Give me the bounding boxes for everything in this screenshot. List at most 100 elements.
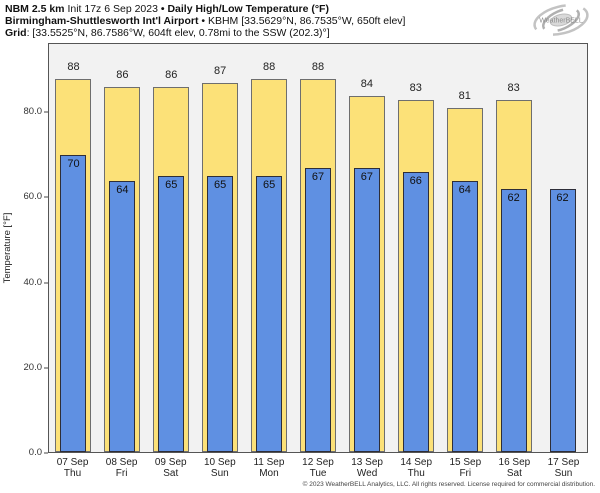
bar-group: 88 70	[49, 44, 98, 452]
x-tick-day: Fri	[459, 468, 472, 479]
x-tick-label: 13 Sep Wed	[343, 457, 392, 479]
y-tick-label: 60.0	[23, 191, 43, 203]
low-bar: 64	[451, 180, 478, 452]
high-value-label: 88	[311, 60, 325, 73]
low-value-label: 62	[556, 192, 569, 205]
low-bar: 65	[207, 176, 234, 452]
x-tick-date: 13 Sep	[351, 457, 383, 468]
y-axis-tick-marks	[44, 43, 48, 454]
x-tick-day: Mon	[259, 468, 279, 479]
grid-details: : [33.5525°N, 86.7586°W, 604ft elev, 0.7…	[26, 27, 330, 39]
bar-group: 87 65	[196, 44, 245, 452]
header-line-3: Grid: [33.5525°N, 86.7586°W, 604ft elev,…	[5, 27, 405, 39]
bar-group: 81 64	[440, 44, 489, 452]
x-tick-day: Sun	[554, 468, 573, 479]
low-value-label: 65	[165, 179, 178, 192]
bar-group: 88 67	[294, 44, 343, 452]
station-name: Birmingham-Shuttlesworth Int'l Airport	[5, 15, 199, 27]
y-tick-mark	[44, 452, 48, 454]
high-value-label: 87	[214, 65, 227, 78]
x-tick-date: 15 Sep	[449, 457, 482, 468]
station-details: • KBHM [33.5629°N, 86.7535°W, 650ft elev…	[198, 15, 406, 27]
hurricane-swirl-icon	[533, 4, 589, 36]
x-tick-label: 11 Sep Mon	[244, 457, 293, 479]
y-tick-label: 40.0	[23, 276, 43, 288]
x-tick-day: Sat	[506, 468, 522, 479]
x-tick-label: 15 Sep Fri	[441, 457, 490, 479]
logo-text: WeatherBELL	[539, 18, 583, 25]
y-tick-mark	[44, 111, 48, 113]
low-bar: 64	[109, 180, 136, 452]
bar-group: 88 65	[245, 44, 294, 452]
y-axis-tick-labels: 0.0 20.0 40.0 60.0 80.0	[0, 43, 43, 458]
low-bar: 65	[256, 176, 283, 452]
low-bar: 66	[402, 172, 429, 452]
copyright-notice: © 2023 WeatherBELL Analytics, LLC. All r…	[302, 481, 595, 488]
low-value-label: 65	[214, 179, 227, 192]
model-name: NBM 2.5 km	[5, 3, 65, 15]
low-value-label: 67	[360, 170, 374, 183]
low-value-label: 67	[311, 170, 325, 183]
low-value-label: 66	[409, 175, 422, 188]
bars-row: 88 70 86 64 86 65 87 65 88 65 88 67 84 67 83 66 81 64 83 62…	[49, 44, 587, 452]
x-tick-date: 08 Sep	[105, 457, 138, 468]
y-tick-mark	[44, 196, 48, 198]
x-tick-date: 09 Sep	[154, 457, 187, 468]
high-value-label: 88	[262, 60, 276, 73]
x-tick-label: 14 Sep Thu	[392, 457, 441, 479]
x-tick-label: 16 Sep Sat	[490, 457, 539, 479]
bar-group: 83 62	[489, 44, 538, 452]
low-bar: 65	[158, 176, 185, 452]
low-value-label: 70	[67, 158, 80, 171]
low-bar: 62	[500, 189, 527, 452]
x-tick-date: 16 Sep	[498, 457, 531, 468]
x-tick-day: Wed	[356, 468, 378, 479]
x-tick-label: 07 Sep Thu	[48, 457, 97, 479]
x-tick-day: Thu	[407, 468, 425, 479]
x-tick-day: Sun	[210, 468, 229, 479]
plot-area: 88 70 86 64 86 65 87 65 88 65 88 67 84 67 83 66 81 64 83 62…	[48, 43, 588, 453]
chart-title: Daily High/Low Temperature (°F)	[167, 3, 329, 15]
x-tick-date: 12 Sep	[302, 457, 334, 468]
y-tick-label: 80.0	[23, 106, 43, 118]
bar-group: 86 64	[98, 44, 147, 452]
low-value-label: 65	[262, 179, 276, 192]
bar-group: 62	[538, 44, 587, 452]
high-value-label: 86	[116, 69, 129, 82]
grid-label: Grid	[5, 27, 27, 39]
high-value-label: 83	[507, 81, 520, 94]
high-value-label: 88	[67, 60, 80, 73]
x-tick-day: Tue	[309, 468, 327, 479]
y-tick-mark	[44, 282, 48, 284]
header-line-1: NBM 2.5 km Init 17z 6 Sep 2023 • Daily H…	[5, 3, 405, 15]
high-value-label: 81	[458, 90, 471, 103]
low-bar: 62	[549, 189, 576, 452]
y-tick-mark	[44, 367, 48, 369]
weatherbell-logo: WeatherBELL	[533, 4, 589, 36]
low-value-label: 64	[458, 183, 471, 196]
x-tick-date: 11 Sep	[253, 457, 285, 468]
bar-group: 84 67	[342, 44, 391, 452]
bar-group: 86 65	[147, 44, 196, 452]
header-line-2: Birmingham-Shuttlesworth Int'l Airport •…	[5, 15, 405, 27]
x-tick-label: 17 Sep Sun	[539, 457, 588, 479]
chart-header: NBM 2.5 km Init 17z 6 Sep 2023 • Daily H…	[5, 3, 405, 39]
high-value-label: 86	[165, 69, 178, 82]
low-value-label: 64	[116, 183, 129, 196]
low-value-label: 62	[507, 192, 520, 205]
x-tick-date: 07 Sep	[56, 457, 89, 468]
x-tick-label: 09 Sep Sat	[146, 457, 195, 479]
bullet-separator: •	[160, 3, 168, 15]
x-tick-label: 08 Sep Fri	[97, 457, 146, 479]
x-tick-day: Thu	[63, 468, 82, 479]
x-tick-day: Fri	[115, 468, 128, 479]
x-tick-day: Sat	[163, 468, 179, 479]
x-axis-tick-labels: 07 Sep Thu 08 Sep Fri 09 Sep Sat 10 Sep Sun 11 S…	[48, 457, 588, 479]
y-axis-title: Temperature [°F]	[2, 212, 13, 284]
high-value-label: 84	[360, 77, 374, 90]
low-bar: 67	[304, 167, 331, 452]
y-tick-label: 20.0	[23, 361, 43, 373]
bar-group: 83 66	[391, 44, 440, 452]
init-time: Init 17z 6 Sep 2023	[64, 3, 161, 15]
x-tick-label: 10 Sep Sun	[195, 457, 244, 479]
